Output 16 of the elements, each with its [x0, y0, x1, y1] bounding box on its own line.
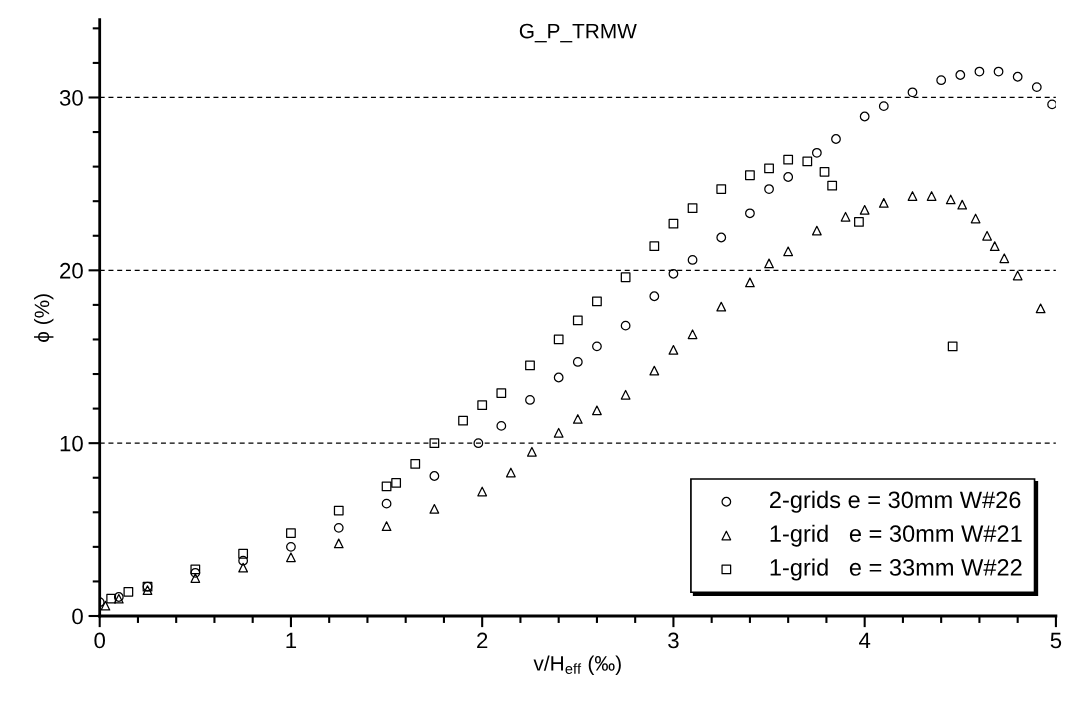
legend-label: 1-grid e = 33mm W#22 — [770, 558, 1022, 581]
x-tick-label: 0 — [94, 632, 106, 649]
y-tick-label: 30 — [59, 90, 83, 106]
y-tick-label: 20 — [60, 262, 83, 279]
y-axis-title: ϕ (%) — [34, 294, 54, 342]
x-axis-title: v/H$_{eff}$ (‰) — [533, 655, 621, 675]
x-tick-label: 5 — [1050, 632, 1062, 649]
x-tick-label: 1 — [286, 632, 297, 649]
chart-title: G_P_TRMW — [519, 23, 637, 43]
y-tick-label: 10 — [60, 435, 83, 452]
y-tick-label: 0 — [72, 608, 83, 625]
x-tick-label: 2 — [477, 632, 488, 649]
legend-label: 1-grid e = 30mm W#21 — [770, 524, 1022, 547]
x-tick-label: 3 — [668, 632, 679, 649]
legend-label: 2-grids e = 30mm W#26 — [770, 490, 1021, 513]
x-tick-label: 4 — [859, 632, 871, 649]
